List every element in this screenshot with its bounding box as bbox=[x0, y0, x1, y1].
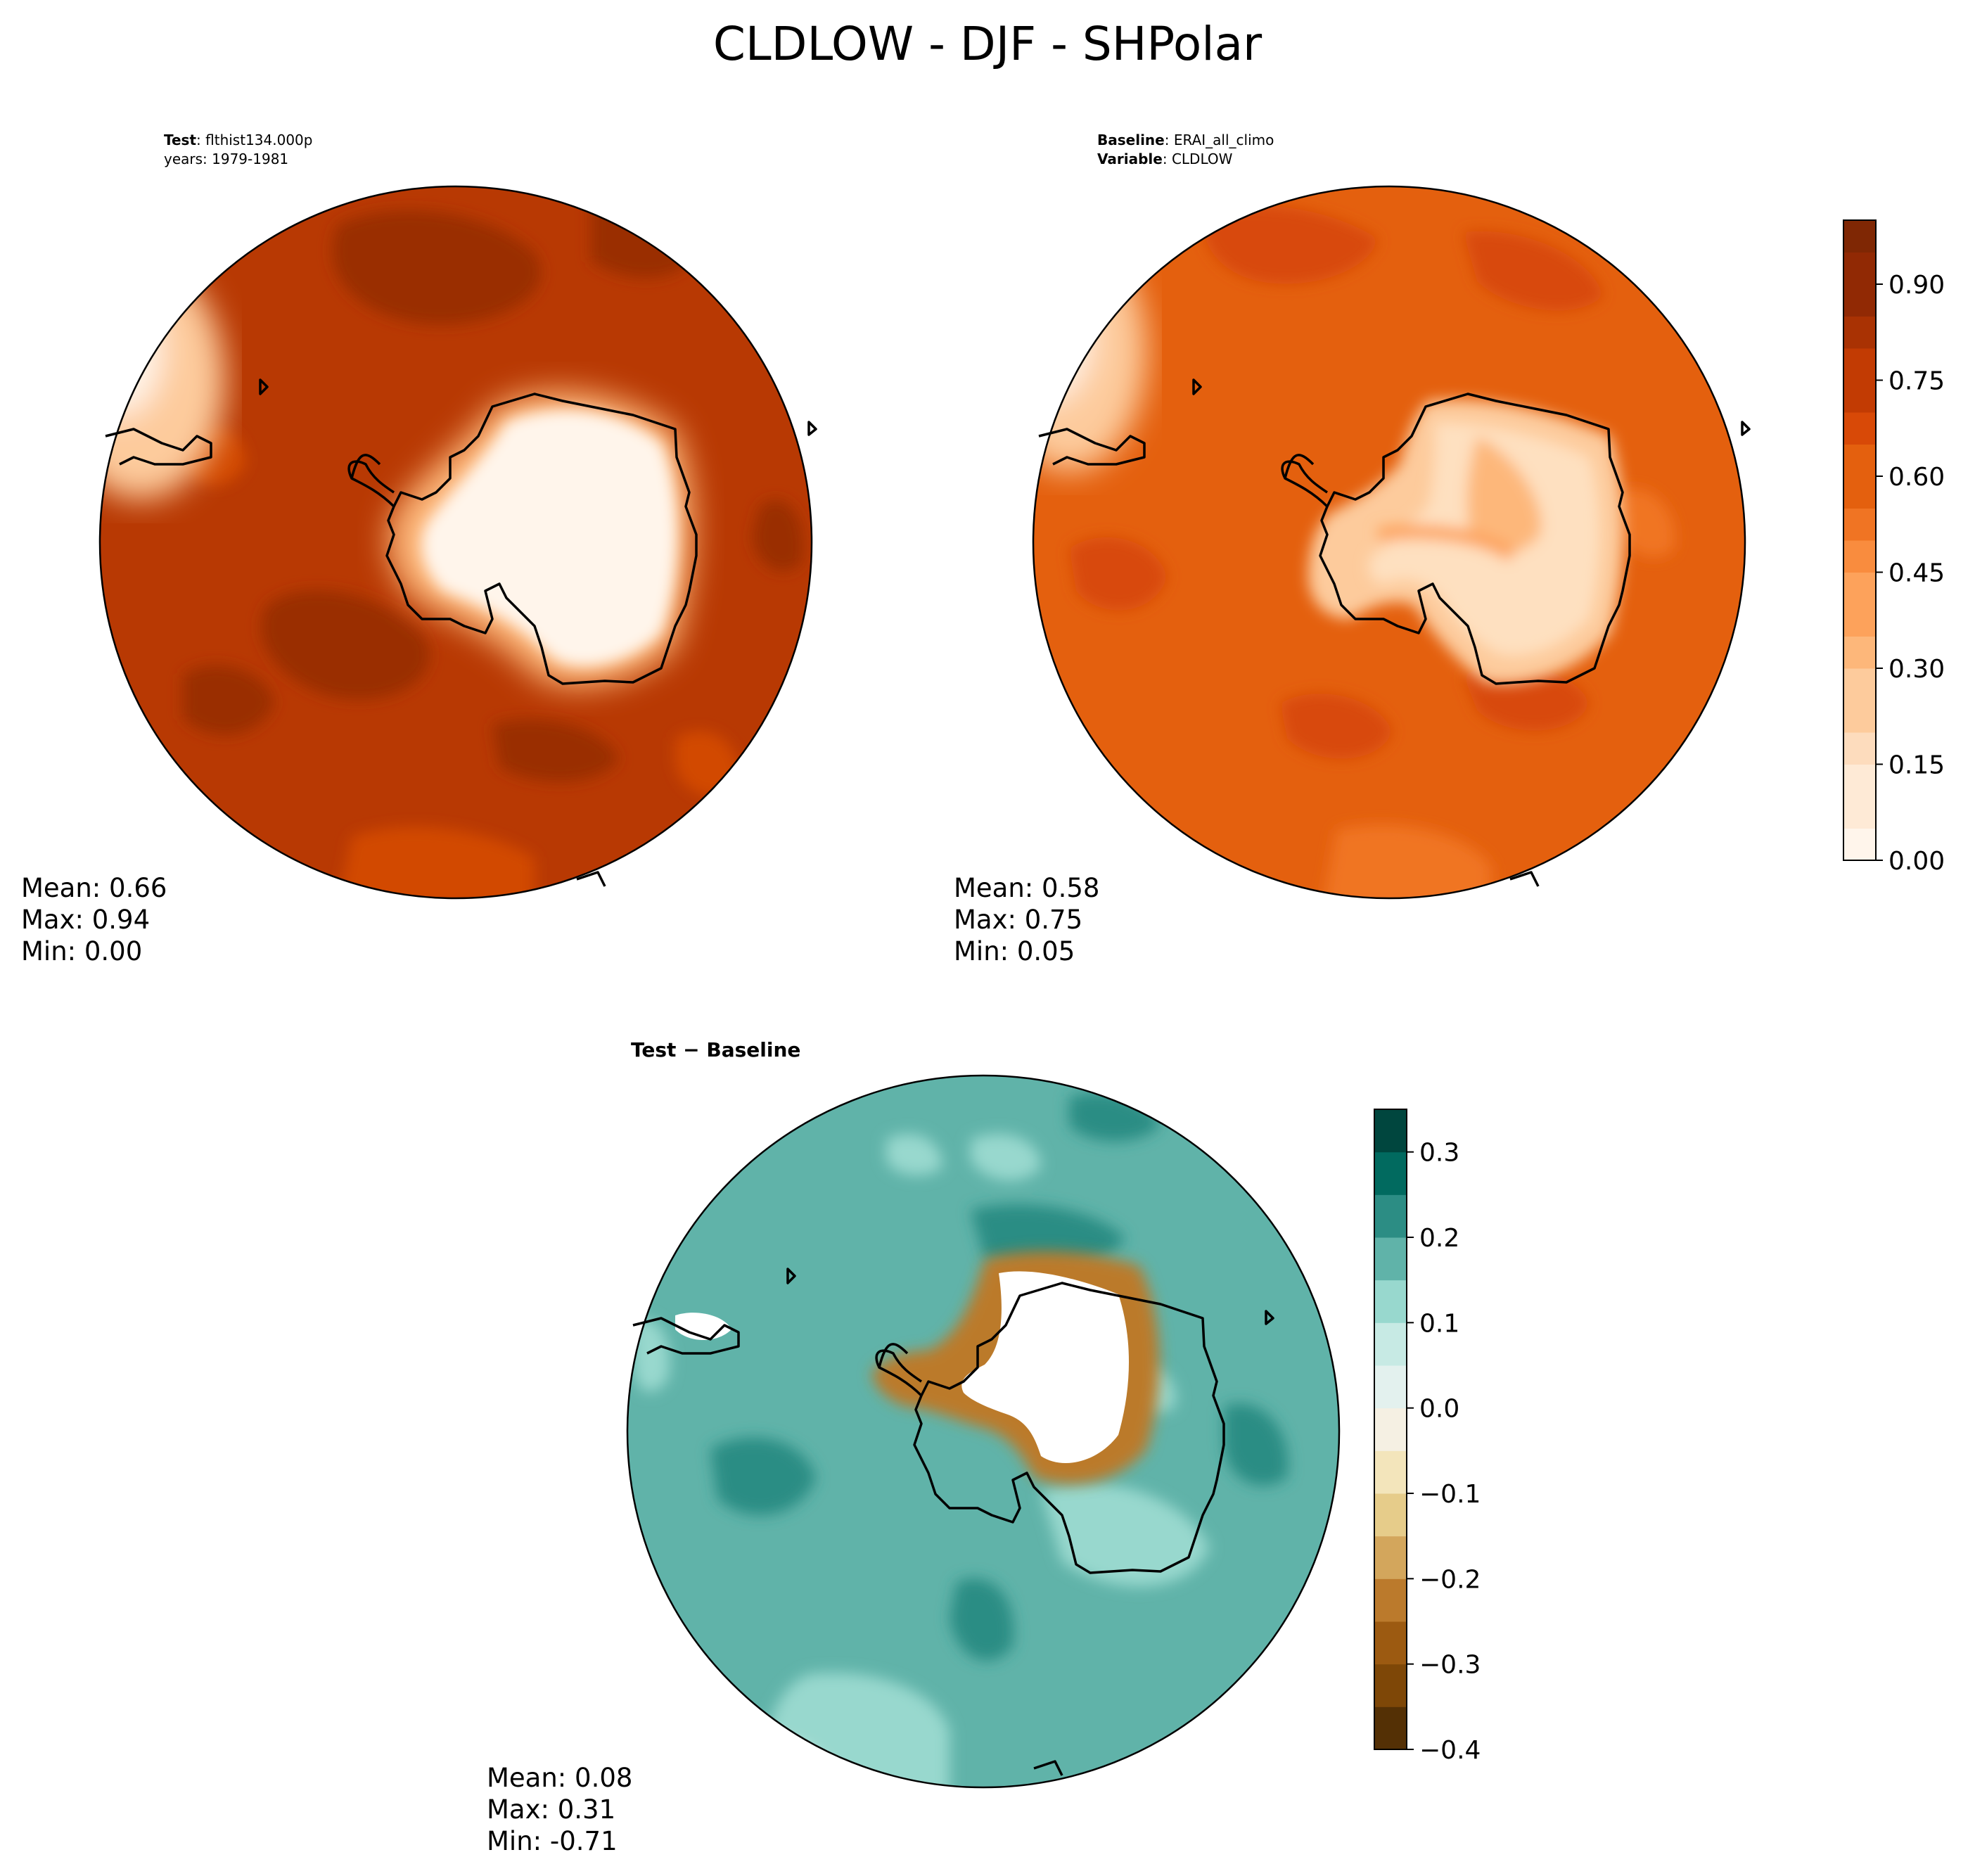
baseline-colorbar: 0.00 0.15 0.30 0.45 0.60 0.75 0.90 bbox=[1843, 219, 1945, 876]
baseline-min: Min: 0.05 bbox=[954, 936, 1075, 966]
baseline-header: Baseline: ERAI_all_climo Variable: CLDLO… bbox=[1097, 132, 1274, 167]
baseline-variable-value: CLDLOW bbox=[1171, 151, 1233, 167]
diff-min: Min: -0.71 bbox=[487, 1826, 618, 1856]
colorbar-band bbox=[1374, 1322, 1407, 1366]
diff-map bbox=[626, 1074, 1341, 1789]
colorbar-band bbox=[1843, 252, 1876, 285]
baseline-mean: Mean: 0.58 bbox=[954, 873, 1100, 903]
colorbar-band bbox=[1843, 828, 1876, 861]
diff-map-background bbox=[627, 1076, 1339, 1787]
colorbar-tick-label: −0.4 bbox=[1419, 1736, 1481, 1765]
baseline-max: Max: 0.75 bbox=[954, 905, 1083, 935]
baseline-label-key: Baseline bbox=[1097, 132, 1165, 148]
diff-max: Max: 0.31 bbox=[487, 1794, 616, 1825]
baseline-map-boundary bbox=[1032, 185, 1746, 900]
test-years: years: 1979-1981 bbox=[164, 151, 289, 167]
colorbar-band bbox=[1374, 1408, 1407, 1451]
colorbar-band bbox=[1843, 412, 1876, 445]
test-max: Max: 0.94 bbox=[21, 905, 151, 935]
colorbar-band bbox=[1843, 700, 1876, 733]
colorbar-band bbox=[1843, 764, 1876, 797]
colorbar-band bbox=[1843, 444, 1876, 477]
test-label-key: Test bbox=[164, 132, 197, 148]
colorbar-band bbox=[1374, 1664, 1407, 1707]
colorbar-band bbox=[1374, 1706, 1407, 1750]
diff-colorbar-bands bbox=[1374, 1109, 1407, 1750]
colorbar-band bbox=[1374, 1536, 1407, 1579]
diff-colorbar-ticks: 0.3 0.2 0.1 0.0 −0.1 −0.2 −0.3 −0.4 bbox=[1407, 1139, 1481, 1765]
test-stats: Mean: 0.66 Max: 0.94 Min: 0.00 bbox=[21, 872, 167, 967]
colorbar-band bbox=[1843, 796, 1876, 829]
colorbar-band bbox=[1843, 220, 1876, 253]
colorbar-tick-label: 0.75 bbox=[1888, 367, 1945, 396]
test-coastline bbox=[105, 378, 817, 887]
baseline-coastline bbox=[1038, 378, 1751, 887]
baseline-colorbar-ticks: 0.00 0.15 0.30 0.45 0.60 0.75 0.90 bbox=[1876, 271, 1945, 876]
colorbar-band bbox=[1374, 1365, 1407, 1409]
colorbar-tick-label: 0.00 bbox=[1888, 847, 1945, 876]
baseline-stats: Mean: 0.58 Max: 0.75 Min: 0.05 bbox=[954, 872, 1099, 967]
colorbar-tick-label: 0.15 bbox=[1888, 751, 1945, 780]
colorbar-band bbox=[1374, 1450, 1407, 1494]
colorbar-tick-label: −0.1 bbox=[1419, 1480, 1481, 1509]
figure-title: CLDLOW - DJF - SHPolar bbox=[712, 17, 1263, 71]
baseline-colorbar-bands bbox=[1843, 220, 1876, 861]
diff-colorbar-frame bbox=[1374, 1109, 1407, 1750]
diff-map-boundary bbox=[626, 1074, 1341, 1789]
baseline-map bbox=[1032, 185, 1751, 900]
colorbar-tick-label: 0.45 bbox=[1888, 559, 1945, 588]
colorbar-band bbox=[1843, 316, 1876, 349]
test-mean: Mean: 0.66 bbox=[21, 873, 167, 903]
test-header: Test: flthist134.000p years: 1979-1981 bbox=[164, 132, 313, 167]
colorbar-band bbox=[1374, 1109, 1407, 1153]
colorbar-tick-label: 0.0 bbox=[1419, 1395, 1459, 1424]
colorbar-band bbox=[1843, 284, 1876, 317]
baseline-variable-key: Variable bbox=[1097, 151, 1163, 167]
colorbar-band bbox=[1374, 1194, 1407, 1238]
colorbar-tick-label: 0.30 bbox=[1888, 655, 1945, 684]
diff-stats: Mean: 0.08 Max: 0.31 Min: -0.71 bbox=[487, 1762, 632, 1857]
baseline-label-value: ERAI_all_climo bbox=[1173, 132, 1274, 148]
colorbar-tick-label: 0.2 bbox=[1419, 1224, 1459, 1253]
diff-title: Test − Baseline bbox=[631, 1038, 801, 1061]
colorbar-tick-label: −0.3 bbox=[1419, 1651, 1481, 1680]
test-map-boundary bbox=[98, 185, 813, 900]
colorbar-tick-label: 0.60 bbox=[1888, 463, 1945, 492]
test-label-value: flthist134.000p bbox=[205, 132, 313, 148]
colorbar-band bbox=[1843, 540, 1876, 573]
colorbar-tick-label: 0.90 bbox=[1888, 271, 1945, 300]
colorbar-band bbox=[1843, 348, 1876, 381]
colorbar-band bbox=[1374, 1237, 1407, 1281]
diff-colorbar: 0.3 0.2 0.1 0.0 −0.1 −0.2 −0.3 −0.4 bbox=[1374, 1109, 1481, 1765]
colorbar-band bbox=[1843, 380, 1876, 413]
colorbar-band bbox=[1843, 732, 1876, 765]
colorbar-band bbox=[1374, 1151, 1407, 1195]
colorbar-band bbox=[1843, 636, 1876, 669]
colorbar-band bbox=[1843, 508, 1876, 541]
colorbar-tick-label: 0.3 bbox=[1419, 1139, 1459, 1168]
colorbar-band bbox=[1843, 476, 1876, 509]
diff-mean: Mean: 0.08 bbox=[487, 1763, 633, 1793]
colorbar-band bbox=[1374, 1280, 1407, 1323]
test-map bbox=[98, 185, 817, 900]
colorbar-band bbox=[1843, 572, 1876, 605]
baseline-colorbar-frame bbox=[1843, 219, 1877, 861]
test-min: Min: 0.00 bbox=[21, 936, 143, 966]
colorbar-band bbox=[1374, 1621, 1407, 1665]
colorbar-band bbox=[1843, 668, 1876, 701]
colorbar-tick-label: 0.1 bbox=[1419, 1309, 1459, 1338]
diff-coastline bbox=[632, 1268, 1274, 1776]
colorbar-tick-label: −0.2 bbox=[1419, 1565, 1481, 1594]
colorbar-band bbox=[1843, 604, 1876, 637]
colorbar-band bbox=[1374, 1493, 1407, 1537]
colorbar-band bbox=[1374, 1578, 1407, 1622]
